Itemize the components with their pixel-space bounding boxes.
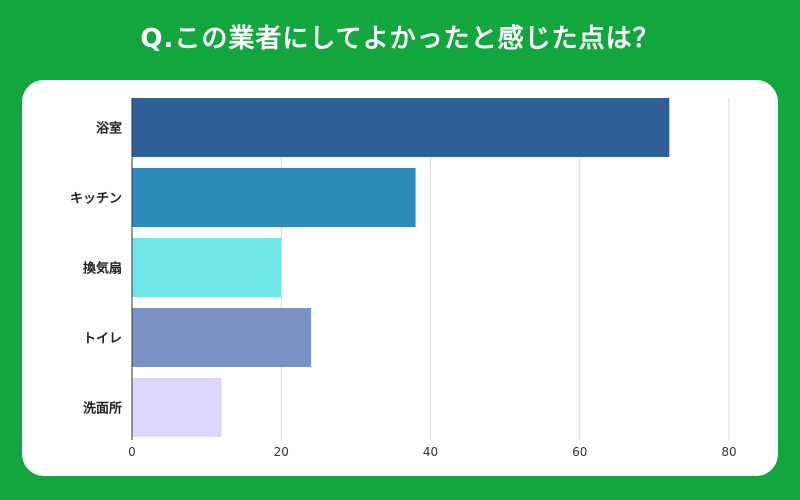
bar-4 xyxy=(132,378,222,437)
bar-2 xyxy=(132,238,282,297)
bar-0 xyxy=(132,98,670,157)
category-label-4: 洗面所 xyxy=(83,401,122,417)
x-tick-label-0: 0 xyxy=(128,445,136,459)
category-label-0: 浴室 xyxy=(96,121,122,137)
category-label-2: 換気扇 xyxy=(83,261,122,277)
bar-3 xyxy=(132,308,312,367)
x-tick-label-2: 40 xyxy=(423,445,438,459)
x-tick-label-4: 80 xyxy=(721,445,736,459)
x-tick-label-1: 20 xyxy=(274,445,289,459)
category-label-3: トイレ xyxy=(83,332,122,347)
chart-title: Q.この業者にしてよかったと感じた点は？ xyxy=(140,24,660,54)
bar-1 xyxy=(132,168,416,227)
category-label-1: キッチン xyxy=(70,192,122,207)
x-tick-label-3: 60 xyxy=(572,445,587,459)
